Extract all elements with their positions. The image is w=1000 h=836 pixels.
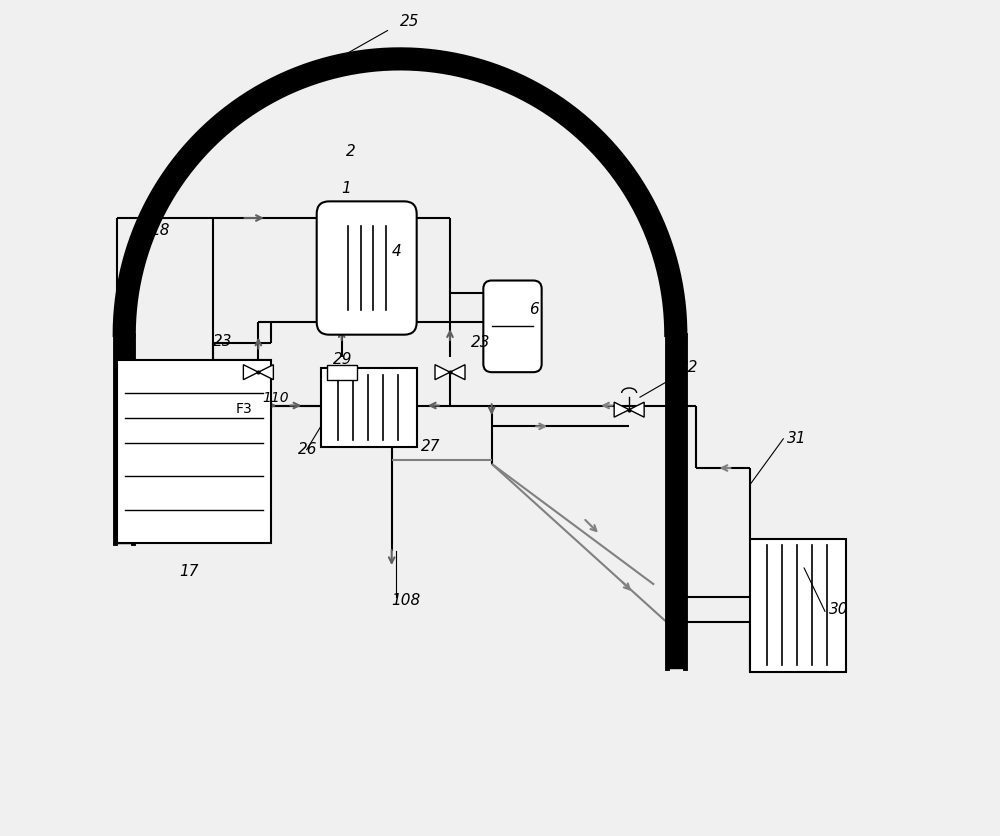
Text: 23: 23 [213,334,232,349]
Text: 23: 23 [471,335,490,350]
Polygon shape [115,49,685,334]
Text: 108: 108 [392,594,421,609]
Text: 17: 17 [179,564,199,579]
FancyBboxPatch shape [483,281,542,372]
Text: 32: 32 [679,360,699,375]
Text: 30: 30 [829,602,849,617]
Polygon shape [667,334,685,668]
Bar [117,359,271,543]
Text: 4: 4 [392,243,401,258]
Text: 27: 27 [421,440,440,454]
Text: 31: 31 [787,431,807,446]
Text: 2: 2 [346,144,356,159]
Bar [321,368,417,447]
FancyBboxPatch shape [317,201,417,334]
Polygon shape [435,364,450,380]
Polygon shape [614,402,629,417]
Text: 29: 29 [333,352,353,367]
Bar [750,539,846,672]
Text: F3: F3 [236,402,253,416]
Polygon shape [450,364,465,380]
Text: 18: 18 [150,222,170,237]
Polygon shape [629,402,644,417]
Polygon shape [258,364,273,380]
Text: 6: 6 [529,302,539,317]
Text: 26: 26 [298,442,318,456]
Text: 1: 1 [342,181,351,196]
Bar [327,364,357,380]
Polygon shape [115,334,133,543]
Text: 25: 25 [400,14,420,29]
Polygon shape [243,364,258,380]
Text: 110: 110 [263,391,289,405]
